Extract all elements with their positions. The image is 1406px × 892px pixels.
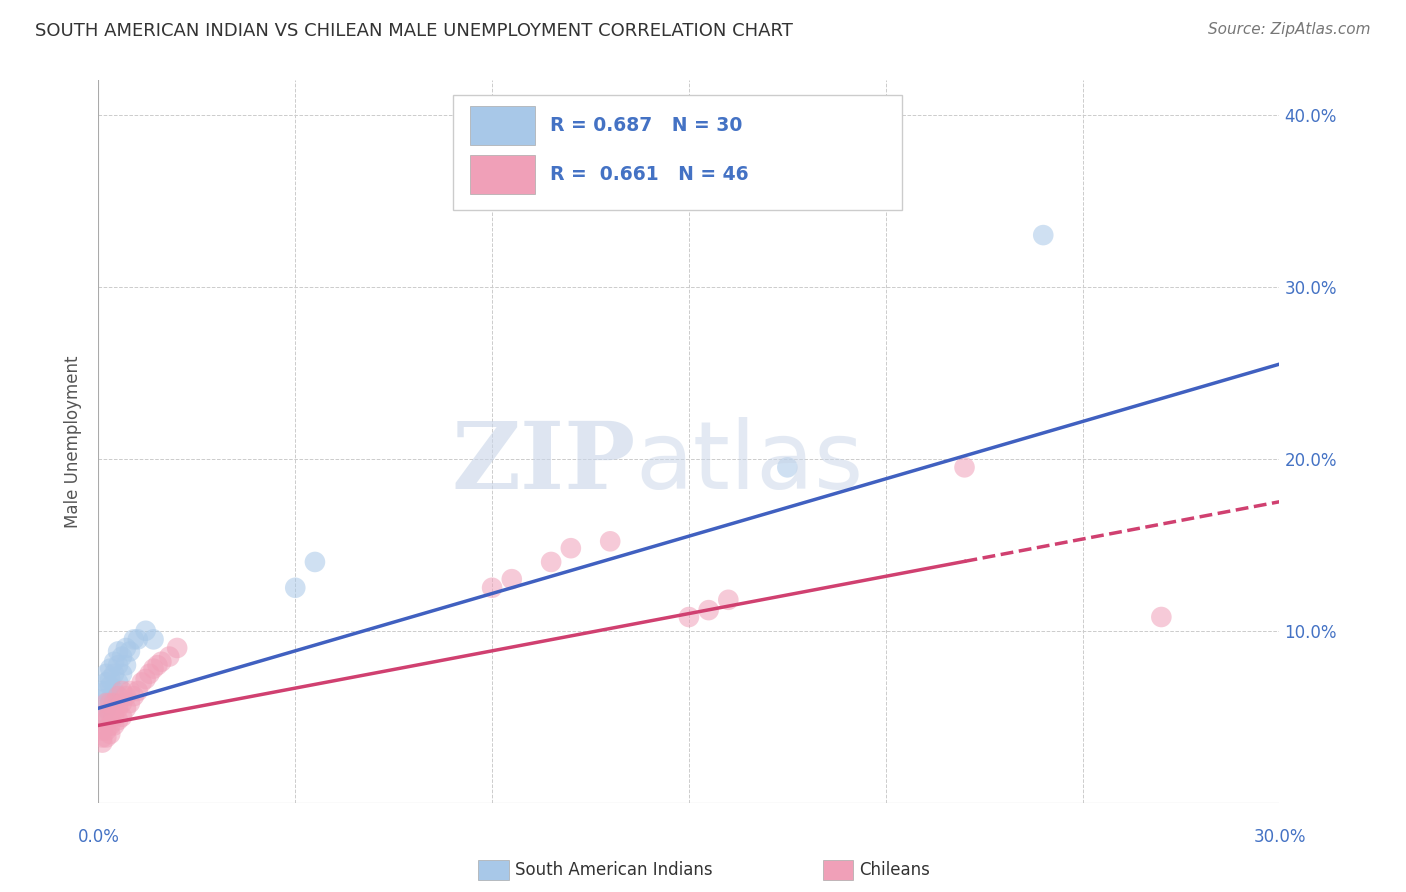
- Point: [96, 701, 118, 715]
- Bar: [471, 154, 536, 194]
- Text: SOUTH AMERICAN INDIAN VS CHILEAN MALE UNEMPLOYMENT CORRELATION CHART: SOUTH AMERICAN INDIAN VS CHILEAN MALE UN…: [35, 22, 793, 40]
- Point: [96, 675, 118, 690]
- Point: [115, 640, 138, 655]
- Point: [135, 672, 157, 686]
- Point: [131, 675, 153, 690]
- Point: [98, 706, 121, 721]
- Point: [481, 581, 503, 595]
- Point: [122, 689, 145, 703]
- Point: [103, 684, 125, 698]
- Point: [98, 662, 121, 676]
- Point: [91, 713, 114, 727]
- Point: [501, 572, 523, 586]
- Point: [127, 684, 149, 698]
- Point: [91, 723, 114, 738]
- Point: [1150, 610, 1173, 624]
- Point: [284, 581, 307, 595]
- Point: [96, 731, 118, 745]
- Point: [91, 692, 114, 706]
- Text: Source: ZipAtlas.com: Source: ZipAtlas.com: [1208, 22, 1371, 37]
- Point: [91, 731, 114, 745]
- Point: [91, 684, 114, 698]
- Point: [118, 696, 141, 710]
- Point: [107, 675, 129, 690]
- Point: [138, 666, 160, 681]
- Bar: [471, 105, 536, 145]
- Point: [150, 655, 173, 669]
- Point: [103, 710, 125, 724]
- Text: Chileans: Chileans: [859, 861, 929, 879]
- Point: [98, 672, 121, 686]
- Point: [166, 640, 188, 655]
- Text: atlas: atlas: [636, 417, 865, 509]
- Point: [127, 632, 149, 647]
- Point: [678, 610, 700, 624]
- Point: [107, 644, 129, 658]
- Point: [103, 696, 125, 710]
- Point: [776, 460, 799, 475]
- Point: [697, 603, 720, 617]
- Point: [146, 658, 169, 673]
- Point: [96, 706, 118, 721]
- Point: [142, 662, 165, 676]
- Point: [135, 624, 157, 638]
- Point: [118, 644, 141, 658]
- Text: R =  0.661   N = 46: R = 0.661 N = 46: [550, 165, 748, 185]
- Point: [107, 658, 129, 673]
- Point: [560, 541, 582, 556]
- Point: [118, 684, 141, 698]
- Point: [96, 723, 118, 738]
- Point: [599, 534, 621, 549]
- Point: [96, 696, 118, 710]
- Point: [103, 718, 125, 732]
- Point: [98, 679, 121, 693]
- Point: [107, 713, 129, 727]
- Point: [111, 696, 134, 710]
- Point: [157, 649, 180, 664]
- Point: [107, 701, 129, 715]
- Point: [717, 592, 740, 607]
- Text: 30.0%: 30.0%: [1253, 828, 1306, 847]
- Point: [98, 718, 121, 732]
- Point: [111, 666, 134, 681]
- Point: [98, 696, 121, 710]
- Point: [111, 684, 134, 698]
- Point: [98, 727, 121, 741]
- Point: [103, 655, 125, 669]
- Point: [122, 632, 145, 647]
- Point: [91, 710, 114, 724]
- Text: ZIP: ZIP: [451, 418, 636, 508]
- FancyBboxPatch shape: [453, 95, 901, 211]
- Point: [540, 555, 562, 569]
- Point: [115, 701, 138, 715]
- Point: [111, 710, 134, 724]
- Y-axis label: Male Unemployment: Male Unemployment: [65, 355, 83, 528]
- Point: [111, 649, 134, 664]
- Point: [115, 658, 138, 673]
- Point: [96, 684, 118, 698]
- Point: [115, 689, 138, 703]
- Point: [304, 555, 326, 569]
- Point: [142, 632, 165, 647]
- Point: [103, 666, 125, 681]
- Point: [1032, 228, 1054, 243]
- Point: [98, 692, 121, 706]
- Point: [953, 460, 976, 475]
- Point: [107, 689, 129, 703]
- Text: South American Indians: South American Indians: [515, 861, 713, 879]
- Point: [96, 666, 118, 681]
- Point: [96, 713, 118, 727]
- Point: [91, 735, 114, 749]
- Text: R = 0.687   N = 30: R = 0.687 N = 30: [550, 116, 742, 136]
- Text: 0.0%: 0.0%: [77, 828, 120, 847]
